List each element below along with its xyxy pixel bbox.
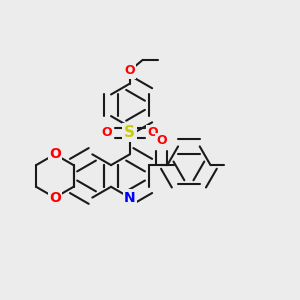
Text: O: O [148, 126, 158, 139]
Text: O: O [156, 134, 167, 147]
Text: N: N [124, 190, 136, 205]
Text: O: O [124, 64, 135, 77]
Text: O: O [49, 190, 61, 205]
Text: O: O [101, 126, 112, 139]
Text: S: S [124, 125, 135, 140]
Text: O: O [49, 147, 61, 161]
